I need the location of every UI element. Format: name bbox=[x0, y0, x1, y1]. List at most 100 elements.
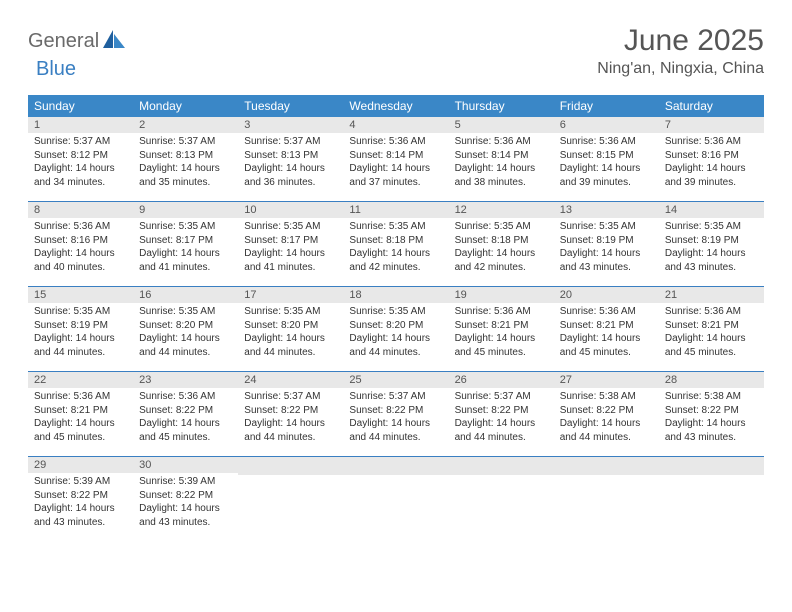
sunset-line: Sunset: 8:20 PM bbox=[139, 319, 232, 333]
day-number: 11 bbox=[343, 202, 448, 218]
day-number: 17 bbox=[238, 287, 343, 303]
calendar-cell-empty bbox=[449, 457, 554, 541]
calendar-cell: 17Sunrise: 5:35 AMSunset: 8:20 PMDayligh… bbox=[238, 287, 343, 371]
day-details: Sunrise: 5:36 AMSunset: 8:21 PMDaylight:… bbox=[28, 388, 133, 448]
calendar-cell: 18Sunrise: 5:35 AMSunset: 8:20 PMDayligh… bbox=[343, 287, 448, 371]
day-details: Sunrise: 5:35 AMSunset: 8:17 PMDaylight:… bbox=[133, 218, 238, 278]
day-number bbox=[238, 457, 343, 475]
day-number: 29 bbox=[28, 457, 133, 473]
location-label: Ning'an, Ningxia, China bbox=[597, 60, 764, 78]
calendar-page: General June 2025 Ning'an, Ningxia, Chin… bbox=[0, 0, 792, 541]
daylight-line: Daylight: 14 hours and 44 minutes. bbox=[560, 417, 653, 444]
day-number: 5 bbox=[449, 117, 554, 133]
day-number: 24 bbox=[238, 372, 343, 388]
sunrise-line: Sunrise: 5:36 AM bbox=[455, 305, 548, 319]
day-number bbox=[554, 457, 659, 475]
daylight-line: Daylight: 14 hours and 43 minutes. bbox=[34, 502, 127, 529]
calendar-cell-empty bbox=[659, 457, 764, 541]
day-number: 30 bbox=[133, 457, 238, 473]
day-details: Sunrise: 5:35 AMSunset: 8:20 PMDaylight:… bbox=[238, 303, 343, 363]
sunrise-line: Sunrise: 5:36 AM bbox=[139, 390, 232, 404]
calendar-week: 1Sunrise: 5:37 AMSunset: 8:12 PMDaylight… bbox=[28, 117, 764, 201]
day-details bbox=[238, 475, 343, 535]
day-details: Sunrise: 5:36 AMSunset: 8:22 PMDaylight:… bbox=[133, 388, 238, 448]
sunrise-line: Sunrise: 5:37 AM bbox=[244, 135, 337, 149]
day-details: Sunrise: 5:35 AMSunset: 8:19 PMDaylight:… bbox=[554, 218, 659, 278]
day-details: Sunrise: 5:39 AMSunset: 8:22 PMDaylight:… bbox=[133, 473, 238, 533]
sunrise-line: Sunrise: 5:35 AM bbox=[139, 220, 232, 234]
logo-text-general: General bbox=[28, 30, 99, 53]
day-number: 25 bbox=[343, 372, 448, 388]
sunrise-line: Sunrise: 5:38 AM bbox=[665, 390, 758, 404]
calendar-cell: 25Sunrise: 5:37 AMSunset: 8:22 PMDayligh… bbox=[343, 372, 448, 456]
weekday-header: Thursday bbox=[449, 95, 554, 117]
month-title: June 2025 bbox=[597, 24, 764, 58]
daylight-line: Daylight: 14 hours and 43 minutes. bbox=[665, 247, 758, 274]
weekday-header-row: SundayMondayTuesdayWednesdayThursdayFrid… bbox=[28, 95, 764, 117]
day-details: Sunrise: 5:36 AMSunset: 8:14 PMDaylight:… bbox=[343, 133, 448, 193]
day-details: Sunrise: 5:37 AMSunset: 8:22 PMDaylight:… bbox=[343, 388, 448, 448]
daylight-line: Daylight: 14 hours and 44 minutes. bbox=[349, 332, 442, 359]
sunrise-line: Sunrise: 5:36 AM bbox=[665, 135, 758, 149]
daylight-line: Daylight: 14 hours and 38 minutes. bbox=[455, 162, 548, 189]
calendar-cell: 10Sunrise: 5:35 AMSunset: 8:17 PMDayligh… bbox=[238, 202, 343, 286]
day-number: 14 bbox=[659, 202, 764, 218]
calendar-cell: 24Sunrise: 5:37 AMSunset: 8:22 PMDayligh… bbox=[238, 372, 343, 456]
logo-text-blue: Blue bbox=[36, 58, 76, 80]
calendar-week: 15Sunrise: 5:35 AMSunset: 8:19 PMDayligh… bbox=[28, 286, 764, 371]
calendar-cell: 9Sunrise: 5:35 AMSunset: 8:17 PMDaylight… bbox=[133, 202, 238, 286]
sunset-line: Sunset: 8:19 PM bbox=[560, 234, 653, 248]
calendar-cell: 19Sunrise: 5:36 AMSunset: 8:21 PMDayligh… bbox=[449, 287, 554, 371]
sunset-line: Sunset: 8:21 PM bbox=[34, 404, 127, 418]
day-details: Sunrise: 5:36 AMSunset: 8:14 PMDaylight:… bbox=[449, 133, 554, 193]
sunset-line: Sunset: 8:14 PM bbox=[455, 149, 548, 163]
day-number: 12 bbox=[449, 202, 554, 218]
day-number: 2 bbox=[133, 117, 238, 133]
day-details: Sunrise: 5:36 AMSunset: 8:21 PMDaylight:… bbox=[554, 303, 659, 363]
sunset-line: Sunset: 8:17 PM bbox=[139, 234, 232, 248]
day-number: 1 bbox=[28, 117, 133, 133]
day-details: Sunrise: 5:35 AMSunset: 8:18 PMDaylight:… bbox=[449, 218, 554, 278]
calendar-grid: SundayMondayTuesdayWednesdayThursdayFrid… bbox=[28, 95, 764, 541]
sunset-line: Sunset: 8:16 PM bbox=[34, 234, 127, 248]
sunrise-line: Sunrise: 5:35 AM bbox=[34, 305, 127, 319]
day-details: Sunrise: 5:35 AMSunset: 8:20 PMDaylight:… bbox=[343, 303, 448, 363]
day-number bbox=[449, 457, 554, 475]
daylight-line: Daylight: 14 hours and 39 minutes. bbox=[560, 162, 653, 189]
sunrise-line: Sunrise: 5:36 AM bbox=[34, 220, 127, 234]
logo: General bbox=[28, 30, 129, 53]
calendar-cell-empty bbox=[238, 457, 343, 541]
sunset-line: Sunset: 8:21 PM bbox=[560, 319, 653, 333]
calendar-cell: 5Sunrise: 5:36 AMSunset: 8:14 PMDaylight… bbox=[449, 117, 554, 201]
title-block: June 2025 Ning'an, Ningxia, China bbox=[597, 24, 764, 78]
daylight-line: Daylight: 14 hours and 40 minutes. bbox=[34, 247, 127, 274]
daylight-line: Daylight: 14 hours and 44 minutes. bbox=[244, 417, 337, 444]
calendar-cell: 2Sunrise: 5:37 AMSunset: 8:13 PMDaylight… bbox=[133, 117, 238, 201]
weekday-header: Sunday bbox=[28, 95, 133, 117]
day-number: 6 bbox=[554, 117, 659, 133]
calendar-week: 22Sunrise: 5:36 AMSunset: 8:21 PMDayligh… bbox=[28, 371, 764, 456]
day-details: Sunrise: 5:38 AMSunset: 8:22 PMDaylight:… bbox=[659, 388, 764, 448]
sunrise-line: Sunrise: 5:37 AM bbox=[34, 135, 127, 149]
logo-sail-icon bbox=[103, 30, 127, 53]
weekday-header: Saturday bbox=[659, 95, 764, 117]
day-details: Sunrise: 5:36 AMSunset: 8:15 PMDaylight:… bbox=[554, 133, 659, 193]
day-details: Sunrise: 5:37 AMSunset: 8:13 PMDaylight:… bbox=[133, 133, 238, 193]
calendar-cell: 8Sunrise: 5:36 AMSunset: 8:16 PMDaylight… bbox=[28, 202, 133, 286]
calendar-cell: 22Sunrise: 5:36 AMSunset: 8:21 PMDayligh… bbox=[28, 372, 133, 456]
day-details: Sunrise: 5:36 AMSunset: 8:21 PMDaylight:… bbox=[449, 303, 554, 363]
calendar-cell-empty bbox=[554, 457, 659, 541]
calendar-cell: 3Sunrise: 5:37 AMSunset: 8:13 PMDaylight… bbox=[238, 117, 343, 201]
day-details: Sunrise: 5:36 AMSunset: 8:16 PMDaylight:… bbox=[659, 133, 764, 193]
day-number: 15 bbox=[28, 287, 133, 303]
daylight-line: Daylight: 14 hours and 45 minutes. bbox=[139, 417, 232, 444]
calendar-cell: 16Sunrise: 5:35 AMSunset: 8:20 PMDayligh… bbox=[133, 287, 238, 371]
sunrise-line: Sunrise: 5:37 AM bbox=[349, 390, 442, 404]
sunrise-line: Sunrise: 5:39 AM bbox=[34, 475, 127, 489]
day-number: 13 bbox=[554, 202, 659, 218]
calendar-cell: 20Sunrise: 5:36 AMSunset: 8:21 PMDayligh… bbox=[554, 287, 659, 371]
day-details: Sunrise: 5:36 AMSunset: 8:16 PMDaylight:… bbox=[28, 218, 133, 278]
daylight-line: Daylight: 14 hours and 44 minutes. bbox=[139, 332, 232, 359]
sunset-line: Sunset: 8:13 PM bbox=[244, 149, 337, 163]
sunset-line: Sunset: 8:22 PM bbox=[455, 404, 548, 418]
